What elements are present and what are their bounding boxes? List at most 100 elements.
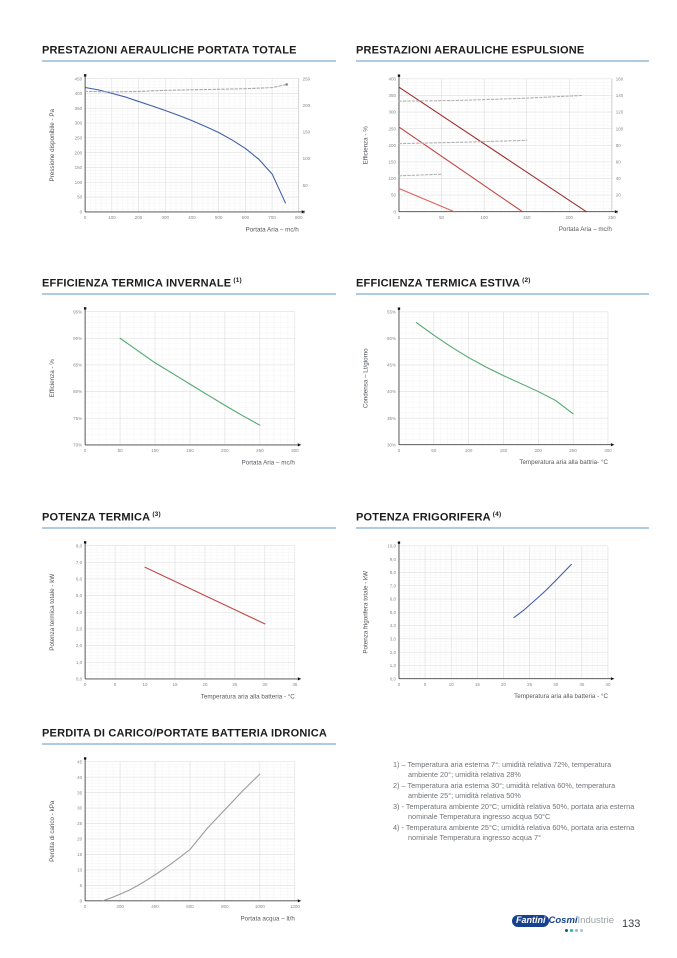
section-title: PRESTAZIONI AERAULICHE PORTATA TOTALE xyxy=(42,44,336,57)
svg-text:100: 100 xyxy=(303,156,311,161)
svg-text:Efficienza - %: Efficienza - % xyxy=(49,358,56,397)
svg-text:250: 250 xyxy=(303,76,311,81)
section-title: POTENZA FRIGORIFERA (4) xyxy=(356,511,649,524)
section-prestazioni-aerauliche-portata-totale: PRESTAZIONI AERAULICHE PORTATA TOTALE 0 1… xyxy=(42,44,336,247)
svg-text:25: 25 xyxy=(527,682,532,687)
svg-text:400: 400 xyxy=(188,215,196,220)
title-underline xyxy=(42,59,336,62)
chart-efficienza-estiva: 0 50 100 150 200 250 300 30% 35% 40% 45% 50% 55% Temp… xyxy=(363,307,615,466)
svg-text:80%: 80% xyxy=(73,389,82,394)
svg-text:150: 150 xyxy=(389,159,397,164)
svg-text:1200: 1200 xyxy=(290,904,301,909)
svg-text:35: 35 xyxy=(292,682,298,687)
svg-text:15: 15 xyxy=(172,682,178,687)
svg-text:300: 300 xyxy=(389,109,397,114)
svg-text:300: 300 xyxy=(291,448,299,453)
svg-text:800: 800 xyxy=(295,215,303,220)
footnote-1: 1) – Temperatura aria esterna 7°: umidit… xyxy=(393,760,612,780)
svg-text:Potenza termica totale - kW: Potenza termica totale - kW xyxy=(49,573,56,650)
svg-text:50: 50 xyxy=(431,448,436,453)
svg-text:Portata Aria – mc/h: Portata Aria – mc/h xyxy=(245,226,299,233)
svg-text:Temperatura aria alla battria-: Temperatura aria alla battria- °C xyxy=(519,459,608,466)
svg-text:0: 0 xyxy=(80,209,83,214)
svg-text:0: 0 xyxy=(84,904,87,909)
svg-text:600: 600 xyxy=(186,904,194,909)
svg-text:200: 200 xyxy=(116,904,124,909)
svg-text:350: 350 xyxy=(389,93,397,98)
svg-text:800: 800 xyxy=(221,904,229,909)
svg-text:50: 50 xyxy=(118,448,124,453)
page-number: 133 xyxy=(622,918,641,930)
svg-text:400: 400 xyxy=(75,91,83,96)
svg-text:1000: 1000 xyxy=(255,904,266,909)
footnote-2: 2) – Temperatura aria esterna 30°; umidi… xyxy=(393,781,616,801)
svg-text:20: 20 xyxy=(202,682,208,687)
svg-text:50%: 50% xyxy=(387,336,396,341)
svg-text:35: 35 xyxy=(579,682,584,687)
svg-text:Perdita di carico - kPa: Perdita di carico - kPa xyxy=(49,800,56,862)
svg-text:400: 400 xyxy=(389,76,397,81)
section-title: EFFICIENZA TERMICA ESTIVA (2) xyxy=(356,277,649,290)
svg-text:4,0: 4,0 xyxy=(390,623,397,628)
svg-text:250: 250 xyxy=(256,448,264,453)
svg-text:50: 50 xyxy=(303,183,309,188)
svg-text:15: 15 xyxy=(475,682,480,687)
svg-text:100: 100 xyxy=(108,215,116,220)
svg-text:55%: 55% xyxy=(387,309,396,314)
section-efficienza-termica-estiva: EFFICIENZA TERMICA ESTIVA (2) 0 50 100 150 20… xyxy=(356,277,649,480)
svg-text:35: 35 xyxy=(77,790,83,795)
svg-text:45%: 45% xyxy=(387,362,396,367)
svg-text:600: 600 xyxy=(242,215,250,220)
section-perdita-di-carico: PERDITA DI CARICO/PORTATE BATTERIA IDRON… xyxy=(42,727,336,938)
svg-text:100: 100 xyxy=(480,215,488,220)
svg-text:200: 200 xyxy=(566,215,574,220)
svg-text:500: 500 xyxy=(215,215,223,220)
section-title-text: PRESTAZIONI AERAULICHE PORTATA TOTALE xyxy=(42,44,297,57)
svg-text:4,0: 4,0 xyxy=(76,610,83,615)
svg-text:200: 200 xyxy=(75,150,83,155)
title-underline xyxy=(42,742,336,745)
svg-text:8,0: 8,0 xyxy=(390,570,397,575)
svg-text:80: 80 xyxy=(616,143,621,148)
svg-text:0,0: 0,0 xyxy=(76,676,83,681)
svg-text:100: 100 xyxy=(616,126,624,131)
svg-text:85%: 85% xyxy=(73,362,82,367)
svg-text:100: 100 xyxy=(75,180,83,185)
svg-text:75%: 75% xyxy=(73,416,82,421)
title-underline xyxy=(42,292,336,295)
svg-text:10: 10 xyxy=(143,682,149,687)
svg-text:700: 700 xyxy=(268,215,276,220)
svg-text:6,0: 6,0 xyxy=(390,596,397,601)
svg-text:100: 100 xyxy=(151,448,159,453)
svg-text:25: 25 xyxy=(77,821,83,826)
svg-text:3,0: 3,0 xyxy=(390,636,397,641)
svg-text:200: 200 xyxy=(389,143,397,148)
svg-text:250: 250 xyxy=(389,126,397,131)
svg-text:Pressione disponibile - Pa: Pressione disponibile - Pa xyxy=(49,108,56,181)
section-title: PERDITA DI CARICO/PORTATE BATTERIA IDRON… xyxy=(42,727,336,740)
title-underline xyxy=(42,526,336,529)
svg-text:150: 150 xyxy=(303,129,311,134)
svg-text:200: 200 xyxy=(221,448,229,453)
svg-text:450: 450 xyxy=(75,76,83,81)
svg-text:5: 5 xyxy=(424,682,427,687)
svg-text:7,0: 7,0 xyxy=(390,583,397,588)
svg-text:20: 20 xyxy=(616,192,621,197)
chart-prestazioni-espulsione: 0501001502002500501001502002503003504000… xyxy=(363,74,624,233)
svg-text:5: 5 xyxy=(80,883,83,888)
section-potenza-frigorifera: POTENZA FRIGORIFERA (4) 0 5 10 15 20 25 30 35 40 0… xyxy=(356,511,649,714)
logo-dot-icon xyxy=(575,929,578,932)
svg-text:45: 45 xyxy=(77,759,83,764)
logo-oval: Fantini xyxy=(512,915,549,927)
title-underline xyxy=(356,292,649,295)
logo-dot-icon xyxy=(580,929,583,932)
svg-text:300: 300 xyxy=(161,215,169,220)
svg-text:20: 20 xyxy=(77,836,83,841)
svg-text:0: 0 xyxy=(394,209,397,214)
svg-text:10,0: 10,0 xyxy=(387,543,396,548)
svg-text:400: 400 xyxy=(151,904,159,909)
svg-text:150: 150 xyxy=(75,165,83,170)
svg-text:5,0: 5,0 xyxy=(390,610,397,615)
chart-potenza-termica: 0 5 10 15 20 25 30 35 0,0 1,0 2,0 3,0 4,0 5,0 6,0 7,0 8,… xyxy=(49,540,302,700)
svg-text:40: 40 xyxy=(616,176,621,181)
